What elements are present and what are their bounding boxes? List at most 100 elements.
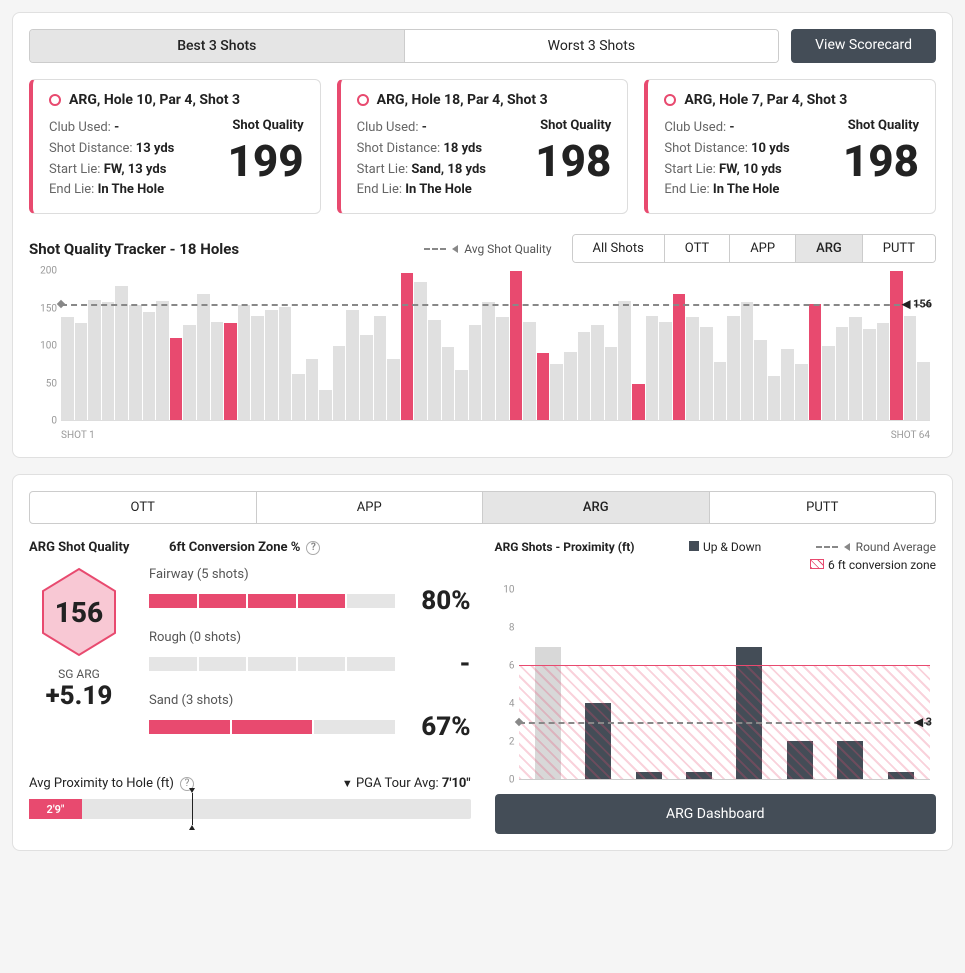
shot-card[interactable]: ARG, Hole 10, Par 4, Shot 3 Club Used: -… <box>29 79 321 214</box>
prox-plot: ◀ 3 <box>519 580 931 780</box>
tab-best-shots[interactable]: Best 3 Shots <box>30 30 404 62</box>
conv-progress <box>149 720 395 734</box>
sg-label: SG ARG <box>29 667 129 681</box>
tracker-bar <box>143 312 156 420</box>
tracker-bar <box>496 317 509 420</box>
tracker-x-labels: SHOT 1 SHOT 64 <box>61 430 930 441</box>
view-scorecard-button[interactable]: View Scorecard <box>791 29 936 63</box>
tracker-tab-app[interactable]: APP <box>729 235 795 262</box>
triangle-left-icon <box>844 543 850 551</box>
conv-progress <box>149 657 395 671</box>
pga-avg: ▼ PGA Tour Avg: 7'10" <box>342 776 471 791</box>
conv-item: Rough (0 shots) - <box>149 630 471 679</box>
tracker-bar <box>102 302 115 420</box>
conv-zone-label: 6ft Conversion Zone % ? <box>169 540 320 555</box>
tracker-bar <box>578 332 591 420</box>
tracker-bar <box>265 310 278 420</box>
tracker-y-axis: 050100150200 <box>29 271 57 421</box>
tracker-title: Shot Quality Tracker - 18 Holes <box>29 240 239 258</box>
tracker-bar <box>75 323 88 420</box>
tracker-bar <box>809 304 822 420</box>
shot-card-header: ARG, Hole 10, Par 4, Shot 3 <box>49 92 304 108</box>
shot-quality: Shot Quality 199 <box>228 118 304 201</box>
conv-pct: 67% <box>411 712 471 742</box>
tracker-bar <box>781 349 794 420</box>
tracker-tab-putt[interactable]: PUTT <box>862 235 935 262</box>
conv-progress <box>149 594 395 608</box>
hex-col: 156 SG ARG +5.19 <box>29 567 129 711</box>
shot-card[interactable]: ARG, Hole 18, Par 4, Shot 3 Club Used: -… <box>337 79 629 214</box>
arg-dashboard-button[interactable]: ARG Dashboard <box>495 794 937 834</box>
tracker-bars <box>61 271 930 420</box>
circle-icon <box>49 94 61 106</box>
conv-pct: 80% <box>411 586 471 616</box>
tracker-bar <box>646 316 659 420</box>
tracker-bar <box>863 329 876 420</box>
arg-sq-label: ARG Shot Quality <box>29 540 149 555</box>
prox-chart-header: ARG Shots - Proximity (ft) Up & Down Rou… <box>495 540 937 554</box>
tracker-bar <box>292 374 305 420</box>
conv-item: Sand (3 shots) 67% <box>149 693 471 742</box>
tracker-bar <box>428 320 441 421</box>
prox-y-axis: 0246810 <box>495 580 515 780</box>
tracker-bar <box>61 317 74 420</box>
tracker-bar <box>510 271 523 420</box>
tab-worst-shots[interactable]: Worst 3 Shots <box>404 30 779 62</box>
tracker-bar <box>904 316 917 420</box>
shot-quality: Shot Quality 198 <box>535 118 611 201</box>
tracker-bar <box>618 301 631 420</box>
tracker-bar <box>605 347 618 420</box>
tracker-tab-ott[interactable]: OTT <box>664 235 729 262</box>
tracker-bar <box>333 346 346 421</box>
category-tabs: OTTAPPARGPUTT <box>29 491 936 524</box>
tracker-bar <box>156 301 169 420</box>
tracker-tab-arg[interactable]: ARG <box>795 235 862 262</box>
category-tab-app[interactable]: APP <box>256 492 483 523</box>
legend-up-down: Up & Down <box>689 540 761 554</box>
tracker-bar <box>319 390 332 420</box>
tracker-bar <box>115 286 128 420</box>
tracker-bar <box>387 359 400 420</box>
shot-quality: Shot Quality 198 <box>843 118 919 201</box>
shot-details: Club Used: - Shot Distance: 18 yds Start… <box>357 118 486 201</box>
arg-panel: OTTAPPARGPUTT ARG Shot Quality 6ft Conve… <box>12 474 953 851</box>
tracker-tab-all-shots[interactable]: All Shots <box>573 235 664 262</box>
tracker-bar <box>306 359 319 420</box>
tracker-bar <box>550 364 563 420</box>
tracker-bar <box>224 323 237 420</box>
tracker-bar <box>251 316 264 420</box>
conv-item: Fairway (5 shots) 80% <box>149 567 471 616</box>
shot-cards-row: ARG, Hole 10, Par 4, Shot 3 Club Used: -… <box>29 79 936 214</box>
tracker-bar <box>890 271 903 420</box>
category-tab-putt[interactable]: PUTT <box>709 492 936 523</box>
tracker-bar <box>822 346 835 421</box>
arg-right: ARG Shots - Proximity (ft) Up & Down Rou… <box>495 540 937 834</box>
tracker-bar <box>714 362 727 420</box>
arg-left: ARG Shot Quality 6ft Conversion Zone % ?… <box>29 540 471 834</box>
tracker-bar <box>346 310 359 420</box>
legend-round-avg: Round Average <box>816 540 936 554</box>
legend-square-icon <box>689 541 699 551</box>
prox-title-row: Avg Proximity to Hole (ft) ? ▼ PGA Tour … <box>29 776 471 791</box>
shot-card[interactable]: ARG, Hole 7, Par 4, Shot 3 Club Used: - … <box>644 79 936 214</box>
shot-details: Club Used: - Shot Distance: 10 yds Start… <box>664 118 789 201</box>
tracker-bar <box>686 317 699 420</box>
prox-bar: 2'9" <box>29 799 471 819</box>
prox-pga-marker <box>192 793 193 825</box>
shot-card-header: ARG, Hole 18, Par 4, Shot 3 <box>357 92 612 108</box>
shot-details: Club Used: - Shot Distance: 13 yds Start… <box>49 118 174 201</box>
category-tab-ott[interactable]: OTT <box>30 492 256 523</box>
tracker-bar <box>374 316 387 420</box>
tracker-bar <box>279 307 292 420</box>
hexagon-badge: 156 <box>39 567 119 657</box>
tracker-bar <box>238 305 251 420</box>
help-icon[interactable]: ? <box>306 541 320 555</box>
tracker-bar <box>401 273 414 421</box>
tracker-bar <box>659 322 672 420</box>
lower-grid: ARG Shot Quality 6ft Conversion Zone % ?… <box>29 540 936 834</box>
tracker-bar <box>632 384 645 420</box>
shots-panel: Best 3 Shots Worst 3 Shots View Scorecar… <box>12 12 953 458</box>
category-tab-arg[interactable]: ARG <box>482 492 709 523</box>
legend-avg-sq: Avg Shot Quality <box>424 242 551 256</box>
tracker-bar <box>183 325 196 420</box>
